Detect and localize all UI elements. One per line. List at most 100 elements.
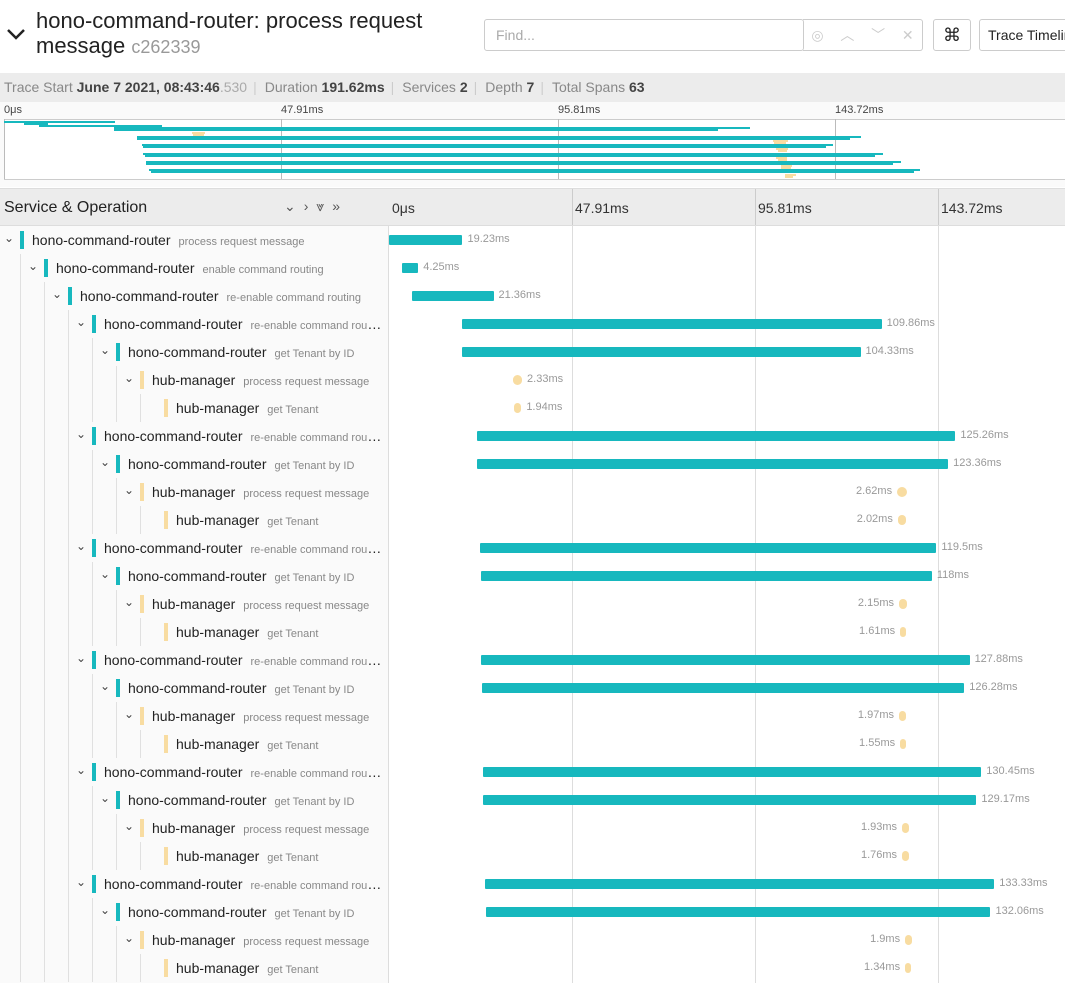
expand-toggle[interactable]: ⌄ (100, 679, 111, 693)
shortcuts-button[interactable]: ⌘ (933, 19, 971, 51)
span-row[interactable]: ⌄ hono-command-router enable command routi… (0, 254, 388, 282)
span-bar (461, 319, 882, 329)
span-row[interactable]: hub-manager get Tenant (0, 394, 388, 422)
indent-guide (20, 590, 21, 618)
operation-name: get Tenant (267, 964, 319, 976)
indent-guide (20, 646, 21, 674)
span-row[interactable]: ⌄ hono-command-router get Tenant by ID (0, 674, 388, 702)
expand-toggle[interactable]: ⌄ (4, 231, 15, 245)
expand-toggle[interactable]: ⌄ (76, 651, 87, 665)
service-name: hono-command-router (104, 876, 243, 892)
span-row[interactable]: hub-manager get Tenant (0, 730, 388, 758)
view-button[interactable]: Trace Timeline (979, 19, 1065, 51)
span-name: hono-command-router re-enable command rou… (104, 646, 384, 674)
span-bar (897, 515, 906, 525)
service-name: hono-command-router (80, 288, 219, 304)
span-row[interactable]: ⌄ hono-command-router get Tenant by ID (0, 786, 388, 814)
span-row[interactable]: hub-manager get Tenant (0, 506, 388, 534)
span-row[interactable]: ⌄ hono-command-router re-enable command ro… (0, 422, 388, 450)
span-name: hub-manager get Tenant (176, 394, 384, 422)
indent-guide (92, 394, 93, 422)
indent-guide (68, 394, 69, 422)
span-row[interactable]: ⌄ hono-command-router re-enable command ro… (0, 534, 388, 562)
span-bar (476, 431, 956, 441)
minimap-span (773, 139, 789, 142)
indent-guide (20, 282, 21, 310)
indent-guide (92, 562, 93, 590)
operation-name: process request message (243, 600, 370, 612)
prev[interactable]: ︿ (840, 27, 855, 43)
minimap-grid-line (558, 119, 559, 179)
expand-toggle[interactable]: ⌄ (52, 287, 63, 301)
indent-guide (116, 478, 117, 506)
expand-toggle[interactable]: ⌄ (76, 875, 87, 889)
span-name: hub-manager process request message (152, 926, 384, 954)
expand-toggle[interactable]: ⌄ (76, 539, 87, 553)
expand-toggle[interactable]: ⌄ (124, 483, 135, 497)
span-row[interactable]: ⌄ hono-command-router get Tenant by ID (0, 898, 388, 926)
span-row[interactable]: hub-manager get Tenant (0, 618, 388, 646)
expand-toggle[interactable]: ⌄ (124, 707, 135, 721)
span-row[interactable]: ⌄ hono-command-router get Tenant by ID (0, 562, 388, 590)
next[interactable]: ﹀ (871, 27, 886, 43)
span-row[interactable]: ⌄ hono-command-router get Tenant by ID (0, 338, 388, 366)
expand-toggle[interactable]: ⌄ (124, 595, 135, 609)
expand-toggle[interactable]: ⌄ (100, 903, 111, 917)
expand-toggle[interactable]: ⌄ (28, 259, 39, 273)
stat-value: 191.62ms (321, 79, 385, 95)
clear[interactable]: ✕ (901, 26, 914, 43)
expand-toggle[interactable]: ⌄ (124, 371, 135, 385)
duration-label: 1.9ms (870, 933, 901, 945)
span-row[interactable]: ⌄ hono-command-router get Tenant by ID (0, 450, 388, 478)
expand-controls[interactable]: ⌄›⩔» (284, 198, 349, 214)
expand-toggle[interactable]: ⌄ (100, 791, 111, 805)
minimap-span (785, 175, 793, 178)
operation-name: re-enable command routing (250, 880, 384, 892)
operation-name: re-enable command routing (250, 432, 384, 444)
search-input[interactable] (484, 19, 804, 51)
stat-value: June 7 2021, 08:43:46 (76, 79, 220, 95)
span-bar (902, 823, 910, 833)
span-row[interactable]: ⌄ hub-manager process request message (0, 926, 388, 954)
span-row[interactable]: ⌄ hub-manager process request message (0, 478, 388, 506)
separator: | (390, 79, 395, 95)
span-name: hub-manager get Tenant (176, 842, 384, 870)
locate[interactable]: ◎ (811, 26, 824, 43)
expand-toggle[interactable]: ⌄ (76, 763, 87, 777)
timeline: 19.23ms 4.25ms 21.36ms 109.86ms 104.33ms 2.33… (389, 188, 1065, 983)
span-bar (389, 235, 463, 245)
minimap-span (4, 121, 116, 123)
span-row[interactable]: ⌄ hono-command-router re-enable command ro… (0, 870, 388, 898)
span-row[interactable]: ⌄ hono-command-router re-enable command ro… (0, 646, 388, 674)
expand-toggle[interactable]: ⌄ (76, 315, 87, 329)
expand-toggle[interactable]: ⌄ (124, 931, 135, 945)
span-row[interactable]: ⌄ hono-command-router re-enable command ro… (0, 310, 388, 338)
span-row[interactable]: hub-manager get Tenant (0, 842, 388, 870)
service-color (140, 931, 144, 949)
minimap-span (146, 163, 894, 165)
span-row[interactable]: ⌄ hono-command-router process request mess… (0, 226, 388, 254)
expand-toggle[interactable]: ⌄ (124, 819, 135, 833)
expand-toggle[interactable]: ⌄ (100, 455, 111, 469)
indent-guide (92, 450, 93, 478)
collapse-toggle[interactable] (6, 28, 26, 42)
span-bar (484, 879, 995, 889)
expand-toggle[interactable]: ⌄ (100, 343, 111, 357)
expand-toggle[interactable]: ⌄ (100, 567, 111, 581)
span-row[interactable]: hub-manager get Tenant (0, 954, 388, 982)
span-row[interactable]: ⌄ hub-manager process request message (0, 590, 388, 618)
indent-guide (20, 786, 21, 814)
indent-guide (68, 842, 69, 870)
indent-guide (116, 926, 117, 954)
minimap-span (149, 169, 921, 172)
indent-guide (140, 954, 141, 982)
span-row[interactable]: ⌄ hub-manager process request message (0, 814, 388, 842)
span-row[interactable]: ⌄ hono-command-router re-enable command ro… (0, 758, 388, 786)
span-bar (482, 767, 982, 777)
span-row[interactable]: ⌄ hub-manager process request message (0, 366, 388, 394)
span-row[interactable]: ⌄ hono-command-router re-enable command ro… (0, 282, 388, 310)
span-row[interactable]: ⌄ hub-manager process request message (0, 702, 388, 730)
operation-name: process request message (178, 236, 305, 248)
expand-toggle[interactable]: ⌄ (76, 427, 87, 441)
service-color (164, 735, 168, 753)
